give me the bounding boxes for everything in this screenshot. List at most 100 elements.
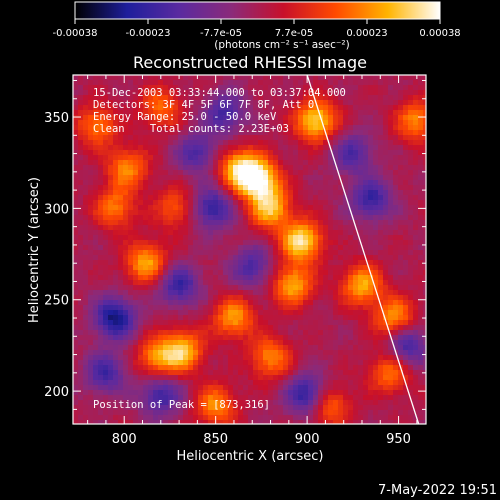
heatmap-cell: [393, 395, 399, 401]
heatmap-cell: [318, 155, 324, 161]
heatmap-cell: [213, 380, 219, 386]
heatmap-cell: [288, 80, 294, 86]
heatmap-cell: [213, 385, 219, 391]
heatmap-cell: [308, 265, 314, 271]
heatmap-cell: [148, 255, 154, 261]
heatmap-cell: [353, 200, 359, 206]
heatmap-cell: [418, 300, 424, 306]
heatmap-cell: [98, 370, 104, 376]
heatmap-cell: [253, 190, 259, 196]
heatmap-cell: [338, 155, 344, 161]
heatmap-cell: [108, 395, 114, 401]
heatmap-cell: [298, 175, 304, 181]
heatmap-cell: [403, 315, 409, 321]
heatmap-cell: [373, 385, 379, 391]
heatmap-cell: [403, 180, 409, 186]
heatmap-cell: [343, 75, 349, 81]
heatmap-cell: [338, 180, 344, 186]
heatmap-cell: [288, 235, 294, 241]
heatmap-cell: [318, 370, 324, 376]
heatmap-cell: [133, 100, 139, 106]
heatmap-cell: [308, 115, 314, 121]
heatmap-cell: [338, 420, 344, 424]
heatmap-cell: [423, 200, 426, 206]
heatmap-cell: [193, 245, 199, 251]
heatmap-cell: [303, 315, 309, 321]
heatmap-cell: [148, 385, 154, 391]
heatmap-cell: [363, 215, 369, 221]
heatmap-cell: [198, 420, 204, 424]
heatmap-cell: [368, 350, 374, 356]
heatmap-cell: [173, 370, 179, 376]
heatmap-cell: [273, 155, 279, 161]
heatmap-cell: [318, 360, 324, 366]
heatmap-cell: [308, 390, 314, 396]
heatmap-cell: [318, 355, 324, 361]
heatmap-cell: [283, 395, 289, 401]
heatmap-cell: [218, 240, 224, 246]
heatmap-cell: [273, 305, 279, 311]
heatmap-cell: [308, 345, 314, 351]
heatmap-cell: [168, 185, 174, 191]
heatmap-cell: [78, 400, 84, 406]
heatmap-cell: [248, 255, 254, 261]
heatmap-cell: [108, 255, 114, 261]
heatmap-cell: [358, 260, 364, 266]
heatmap-cell: [123, 115, 129, 121]
heatmap-cell: [123, 90, 129, 96]
heatmap-cell: [123, 370, 129, 376]
heatmap-cell: [403, 310, 409, 316]
heatmap-cell: [133, 200, 139, 206]
heatmap-cell: [203, 90, 209, 96]
heatmap-cell: [333, 270, 339, 276]
heatmap-cell: [423, 110, 426, 116]
heatmap-cell: [138, 90, 144, 96]
heatmap-cell: [88, 90, 94, 96]
heatmap-cell: [118, 390, 124, 396]
heatmap-cell: [73, 380, 79, 386]
heatmap-cell: [423, 210, 426, 216]
heatmap-cell: [203, 330, 209, 336]
heatmap-cell: [233, 245, 239, 251]
heatmap-cell: [253, 395, 259, 401]
heatmap-cell: [338, 355, 344, 361]
heatmap-cell: [333, 145, 339, 151]
heatmap-cell: [283, 405, 289, 411]
heatmap-cell: [303, 220, 309, 226]
heatmap-cell: [113, 115, 119, 121]
heatmap-cell: [293, 80, 299, 86]
heatmap-cell: [318, 380, 324, 386]
heatmap-cell: [178, 360, 184, 366]
heatmap-cell: [153, 100, 159, 106]
heatmap-cell: [113, 305, 119, 311]
heatmap-cell: [298, 125, 304, 131]
heatmap-cell: [258, 260, 264, 266]
heatmap-cell: [303, 290, 309, 296]
heatmap-cell: [293, 360, 299, 366]
heatmap-cell: [418, 415, 424, 421]
heatmap-cell: [188, 405, 194, 411]
heatmap-cell: [228, 380, 234, 386]
heatmap-cell: [248, 205, 254, 211]
heatmap-cell: [413, 145, 419, 151]
heatmap-cell: [313, 390, 319, 396]
heatmap-cell: [168, 420, 174, 424]
heatmap-cell: [73, 75, 79, 81]
heatmap-cell: [173, 170, 179, 176]
heatmap-cell: [108, 330, 114, 336]
heatmap-cell: [383, 110, 389, 116]
heatmap-cell: [123, 240, 129, 246]
heatmap-cell: [213, 105, 219, 111]
heatmap-cell: [253, 205, 259, 211]
heatmap-cell: [188, 360, 194, 366]
heatmap-cell: [188, 345, 194, 351]
heatmap-cell: [333, 165, 339, 171]
heatmap-cell: [383, 330, 389, 336]
heatmap-cell: [413, 80, 419, 86]
heatmap-cell: [273, 345, 279, 351]
heatmap-cell: [313, 300, 319, 306]
heatmap-cell: [128, 290, 134, 296]
heatmap-cell: [378, 280, 384, 286]
heatmap-cell: [268, 265, 274, 271]
heatmap-cell: [193, 190, 199, 196]
